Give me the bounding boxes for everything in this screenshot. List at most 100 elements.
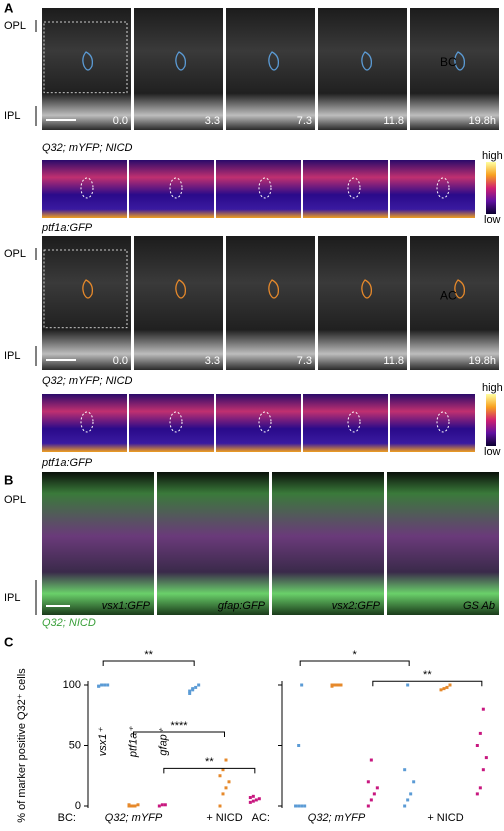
significance-bracket: [299, 660, 410, 666]
time-label: 11.8: [383, 115, 404, 127]
data-point: [257, 797, 261, 801]
y-tick-label: 0: [75, 800, 81, 812]
data-point: [409, 792, 413, 796]
cell-outline: [80, 411, 94, 433]
layer-label: OPL: [4, 248, 26, 260]
data-point: [478, 731, 482, 735]
cell-outline: [454, 279, 466, 299]
data-point: [197, 683, 201, 687]
data-point: [224, 758, 228, 762]
data-point: [188, 691, 192, 695]
y-tick-label: 50: [69, 739, 81, 751]
cell-outline: [347, 177, 361, 199]
data-point: [330, 684, 334, 688]
time-label: 19.8h: [468, 355, 496, 367]
data-point: [300, 683, 304, 687]
row-label: AC:: [252, 812, 270, 824]
data-point: [303, 804, 307, 808]
cell-outline: [454, 51, 466, 71]
data-point: [157, 804, 161, 808]
cell-outline: [169, 411, 183, 433]
time-label: 0.0: [113, 355, 128, 367]
significance-label: **: [423, 669, 432, 681]
cell-outline: [361, 279, 373, 299]
stain-label: gfap:GFP: [218, 600, 266, 612]
condition-label: Q32; mYFP: [105, 812, 163, 824]
micrograph: [42, 236, 131, 370]
cell-label: AC: [440, 288, 457, 302]
significance-label: **: [144, 649, 153, 661]
roi-box: [43, 21, 128, 94]
colorbar: [486, 162, 496, 214]
data-point: [218, 804, 222, 808]
significance-bracket: [163, 767, 256, 774]
cell-outline: [361, 51, 373, 71]
data-point: [406, 683, 410, 687]
series-label: ptf1a⁺: [127, 726, 139, 758]
data-point: [403, 804, 407, 808]
significance-label: *: [353, 649, 358, 661]
caption: Q32; mYFP; NICD: [42, 375, 133, 387]
cell-outline: [169, 177, 183, 199]
series-label: gfap⁺: [158, 727, 170, 755]
data-point: [248, 796, 252, 800]
data-point: [297, 744, 301, 747]
data-point: [369, 798, 373, 802]
caption: Q32; mYFP; NICD: [42, 142, 133, 154]
data-point: [484, 756, 488, 760]
micrograph: [42, 472, 154, 615]
data-point: [160, 803, 164, 807]
data-point: [375, 786, 379, 790]
data-point: [248, 800, 252, 804]
data-point: [294, 804, 298, 808]
heatmap: [216, 394, 301, 452]
data-point: [339, 683, 343, 687]
time-label: 7.3: [297, 115, 312, 127]
micrograph: [410, 236, 499, 370]
data-point: [130, 804, 134, 808]
heatmap: [129, 394, 214, 452]
data-point: [218, 774, 222, 778]
data-point: [300, 804, 304, 808]
cell-outline: [175, 279, 187, 299]
data-point: [133, 804, 137, 808]
y-axis-label: % of marker positive Q32⁺ cells: [16, 668, 28, 823]
data-point: [297, 804, 301, 808]
heatmap: [390, 160, 475, 218]
cell-outline: [258, 411, 272, 433]
data-point: [103, 683, 107, 687]
heatmap: [303, 160, 388, 218]
data-point: [106, 683, 110, 687]
significance-bracket: [102, 660, 195, 666]
caption: ptf1a:GFP: [41, 222, 93, 234]
stain-label: vsx1:GFP: [102, 600, 151, 612]
time-label: 7.3: [297, 355, 312, 367]
layer-label: OPL: [4, 20, 26, 32]
layer-label: IPL: [4, 350, 21, 362]
data-point: [194, 685, 198, 689]
panel-label: B: [4, 472, 13, 487]
colorbar-label: high: [482, 150, 503, 162]
time-label: 3.3: [205, 355, 220, 367]
data-point: [369, 758, 373, 762]
panel-label: A: [4, 0, 14, 15]
cell-outline: [436, 411, 450, 433]
data-point: [333, 683, 337, 687]
cell-label: BC: [440, 55, 457, 69]
data-point: [448, 683, 452, 687]
cell-outline: [258, 177, 272, 199]
caption: ptf1a:GFP: [41, 457, 93, 469]
micrographs: [42, 8, 499, 615]
data-point: [481, 768, 485, 772]
colorbar-label: low: [484, 214, 501, 226]
data-point: [97, 684, 101, 688]
significance-label: **: [205, 756, 214, 768]
time-label: 0.0: [113, 115, 128, 127]
micrograph: [318, 236, 407, 370]
heatmap: [129, 160, 214, 218]
layer-label: IPL: [4, 592, 21, 604]
cell-outline: [347, 411, 361, 433]
y-tick-label: 100: [63, 679, 81, 691]
data-point: [442, 687, 446, 691]
